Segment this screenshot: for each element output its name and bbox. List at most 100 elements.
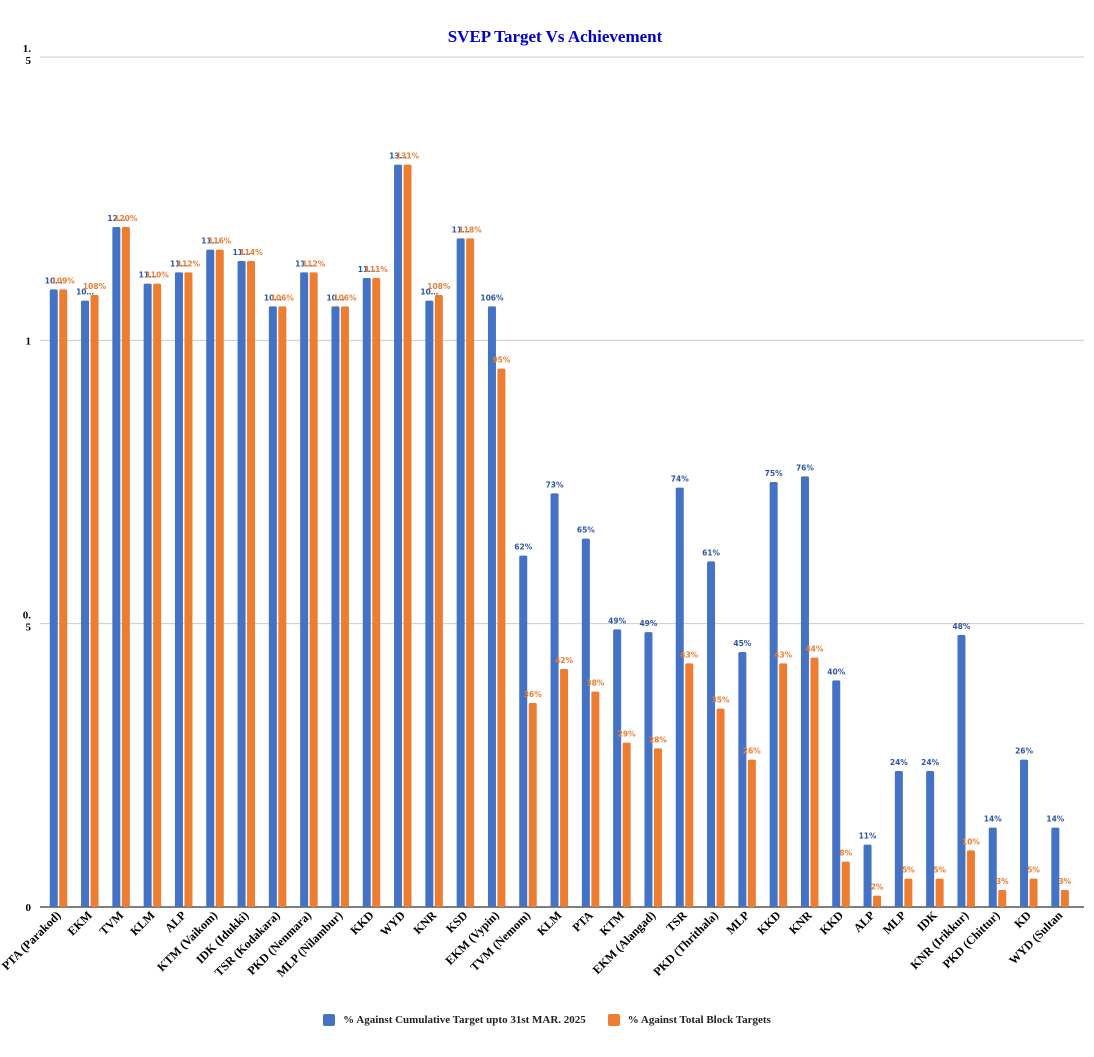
x-tick-label: ALP [162,908,189,935]
bar-cumulative-target[interactable] [675,487,684,907]
bar-block-target[interactable] [497,368,506,908]
legend-item-cumulative[interactable]: % Against Cumulative Target upto 31st MA… [323,1014,586,1026]
bar-cumulative-target[interactable] [707,561,716,907]
bar-block-target[interactable] [591,691,600,907]
data-label: 10… [326,293,344,302]
bar-block-target[interactable] [528,703,537,907]
bar-block-target[interactable] [622,742,631,907]
bar-cumulative-target[interactable] [519,555,528,907]
bar-cumulative-target[interactable] [926,771,935,907]
bar-cumulative-target[interactable] [1020,759,1029,907]
bar-cumulative-target[interactable] [1051,827,1060,907]
x-tick-label: PTA (Parakod) [0,908,64,973]
bar-block-target[interactable] [653,748,662,907]
bar-cumulative-target[interactable] [738,652,747,907]
bar-block-target[interactable] [434,295,443,907]
bar-block-target[interactable] [560,669,569,907]
data-label: 29% [618,730,636,739]
bar-cumulative-target[interactable] [81,300,90,908]
bar-block-target[interactable] [873,895,882,907]
bar-cumulative-target[interactable] [394,164,403,907]
bar-cumulative-target[interactable] [456,238,465,908]
x-tick-label: KNR [410,908,439,937]
bar-block-target[interactable] [59,289,68,907]
bar-block-target[interactable] [779,663,788,907]
bar-cumulative-target[interactable] [581,538,590,907]
bar-cumulative-target[interactable] [425,300,434,908]
bar-block-target[interactable] [716,708,725,907]
bars [49,164,1069,908]
bar-block-target[interactable] [966,850,975,907]
bar-cumulative-target[interactable] [988,827,997,907]
data-label: 11… [170,259,188,268]
x-tick-label: TVM [97,908,127,938]
bar-cumulative-target[interactable] [362,278,371,907]
bar-block-target[interactable] [904,878,913,907]
bar-cumulative-target[interactable] [331,306,340,907]
data-label: 24% [890,758,908,767]
bar-block-target[interactable] [340,306,349,907]
data-label: 48% [952,622,970,631]
bar-block-target[interactable] [153,283,162,908]
data-label: 2% [871,883,884,892]
data-label: 120% [114,214,138,223]
y-tick-label: 5 [26,622,32,634]
legend-item-block-targets[interactable]: % Against Total Block Targets [607,1014,771,1026]
x-tick-label: KLM [534,908,564,938]
data-labels: 10…109%10…108%12…120%11…110%11…112%11…11… [45,152,1072,892]
data-label: 11% [859,832,877,841]
bar-cumulative-target[interactable] [613,629,622,907]
bar-block-target[interactable] [184,272,193,907]
bar-block-target[interactable] [247,261,256,907]
data-label: 108% [83,282,107,291]
x-tick-label: KSD [443,908,471,936]
bar-cumulative-target[interactable] [832,680,841,907]
bar-cumulative-target[interactable] [206,249,215,907]
data-label: 10… [45,276,63,285]
bar-block-target[interactable] [372,278,381,907]
bar-cumulative-target[interactable] [957,635,966,907]
bar-block-target[interactable] [90,295,99,907]
bar-cumulative-target[interactable] [49,289,58,907]
data-label: 13… [389,152,407,161]
bar-cumulative-target[interactable] [550,493,559,907]
y-axis: 00.511.5 [23,43,32,914]
bar-cumulative-target[interactable] [112,227,121,907]
chart: SVEP Target Vs Achievement 00.511.5 10…1… [0,27,1084,980]
y-tick-label: 1. [23,43,32,55]
bar-block-target[interactable] [466,238,475,908]
bar-cumulative-target[interactable] [237,261,246,907]
data-label: 10… [76,288,94,297]
bar-cumulative-target[interactable] [894,771,903,907]
bar-block-target[interactable] [278,306,287,907]
bar-block-target[interactable] [685,663,694,907]
bar-block-target[interactable] [215,249,224,907]
bar-block-target[interactable] [841,861,850,907]
bar-cumulative-target[interactable] [863,844,872,907]
bar-block-target[interactable] [998,890,1007,907]
bar-cumulative-target[interactable] [800,476,809,907]
legend-label: % Against Cumulative Target upto 31st MA… [343,1014,586,1026]
bar-cumulative-target[interactable] [143,283,152,908]
bar-block-target[interactable] [121,227,130,907]
bar-block-target[interactable] [403,164,412,907]
bar-cumulative-target[interactable] [769,482,778,907]
bar-cumulative-target[interactable] [268,306,277,907]
bar-block-target[interactable] [810,657,819,907]
bar-cumulative-target[interactable] [644,632,653,907]
data-label: 116% [208,237,232,246]
data-label: 42% [555,656,573,665]
x-tick-label: MLP [723,908,752,937]
x-tick-label: KD [1011,908,1034,931]
data-label: 36% [524,690,542,699]
bar-cumulative-target[interactable] [300,272,309,907]
bar-block-target[interactable] [935,878,944,907]
bar-cumulative-target[interactable] [174,272,183,907]
bar-cumulative-target[interactable] [487,306,496,907]
bar-block-target[interactable] [747,759,756,907]
bar-block-target[interactable] [1029,878,1038,907]
data-label: 49% [639,619,657,628]
bar-block-target[interactable] [309,272,318,907]
bar-block-target[interactable] [1060,890,1069,907]
